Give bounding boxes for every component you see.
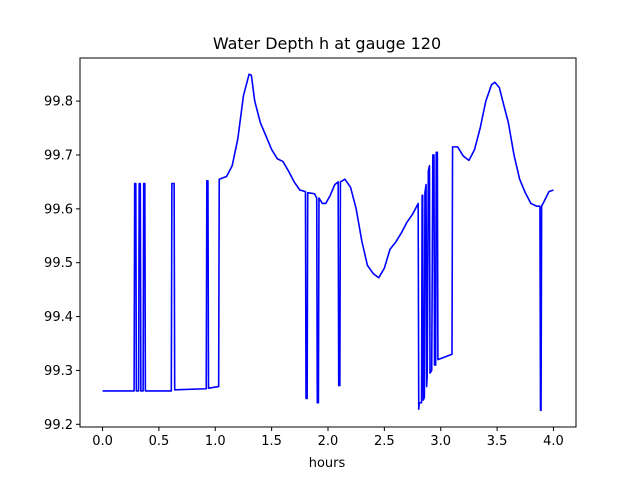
x-tick-label: 3.5: [487, 434, 508, 449]
x-tick-label: 0.0: [92, 434, 113, 449]
x-tick-label: 1.5: [261, 434, 282, 449]
plot-area: 0.0 0.5 1.0 1.5 2.0 2.5 3.0 3.5 4.0 99.2 99.3 99.4 9…: [44, 57, 577, 449]
series-line-0: [102, 73, 554, 412]
y-tick-label: 99.3: [44, 364, 73, 379]
y-tick-label: 99.5: [44, 256, 73, 271]
y-tick-label: 99.7: [44, 148, 73, 163]
y-tick-label: 99.4: [44, 310, 73, 325]
x-tick-label: 1.0: [205, 434, 226, 449]
x-tick-label: 2.5: [374, 434, 395, 449]
x-tick-label: 3.0: [430, 434, 451, 449]
x-tick-label: 0.5: [149, 434, 170, 449]
y-tick-label: 99.6: [44, 202, 73, 217]
y-tick-label: 99.2: [44, 418, 73, 433]
x-axis-label: hours: [309, 456, 346, 471]
x-tick-label: 4.0: [543, 434, 564, 449]
x-tick-label: 2.0: [318, 434, 339, 449]
y-tick-label: 99.8: [44, 95, 73, 110]
chart-title: Water Depth h at gauge 120: [213, 34, 441, 53]
plot-frame: [79, 57, 577, 428]
